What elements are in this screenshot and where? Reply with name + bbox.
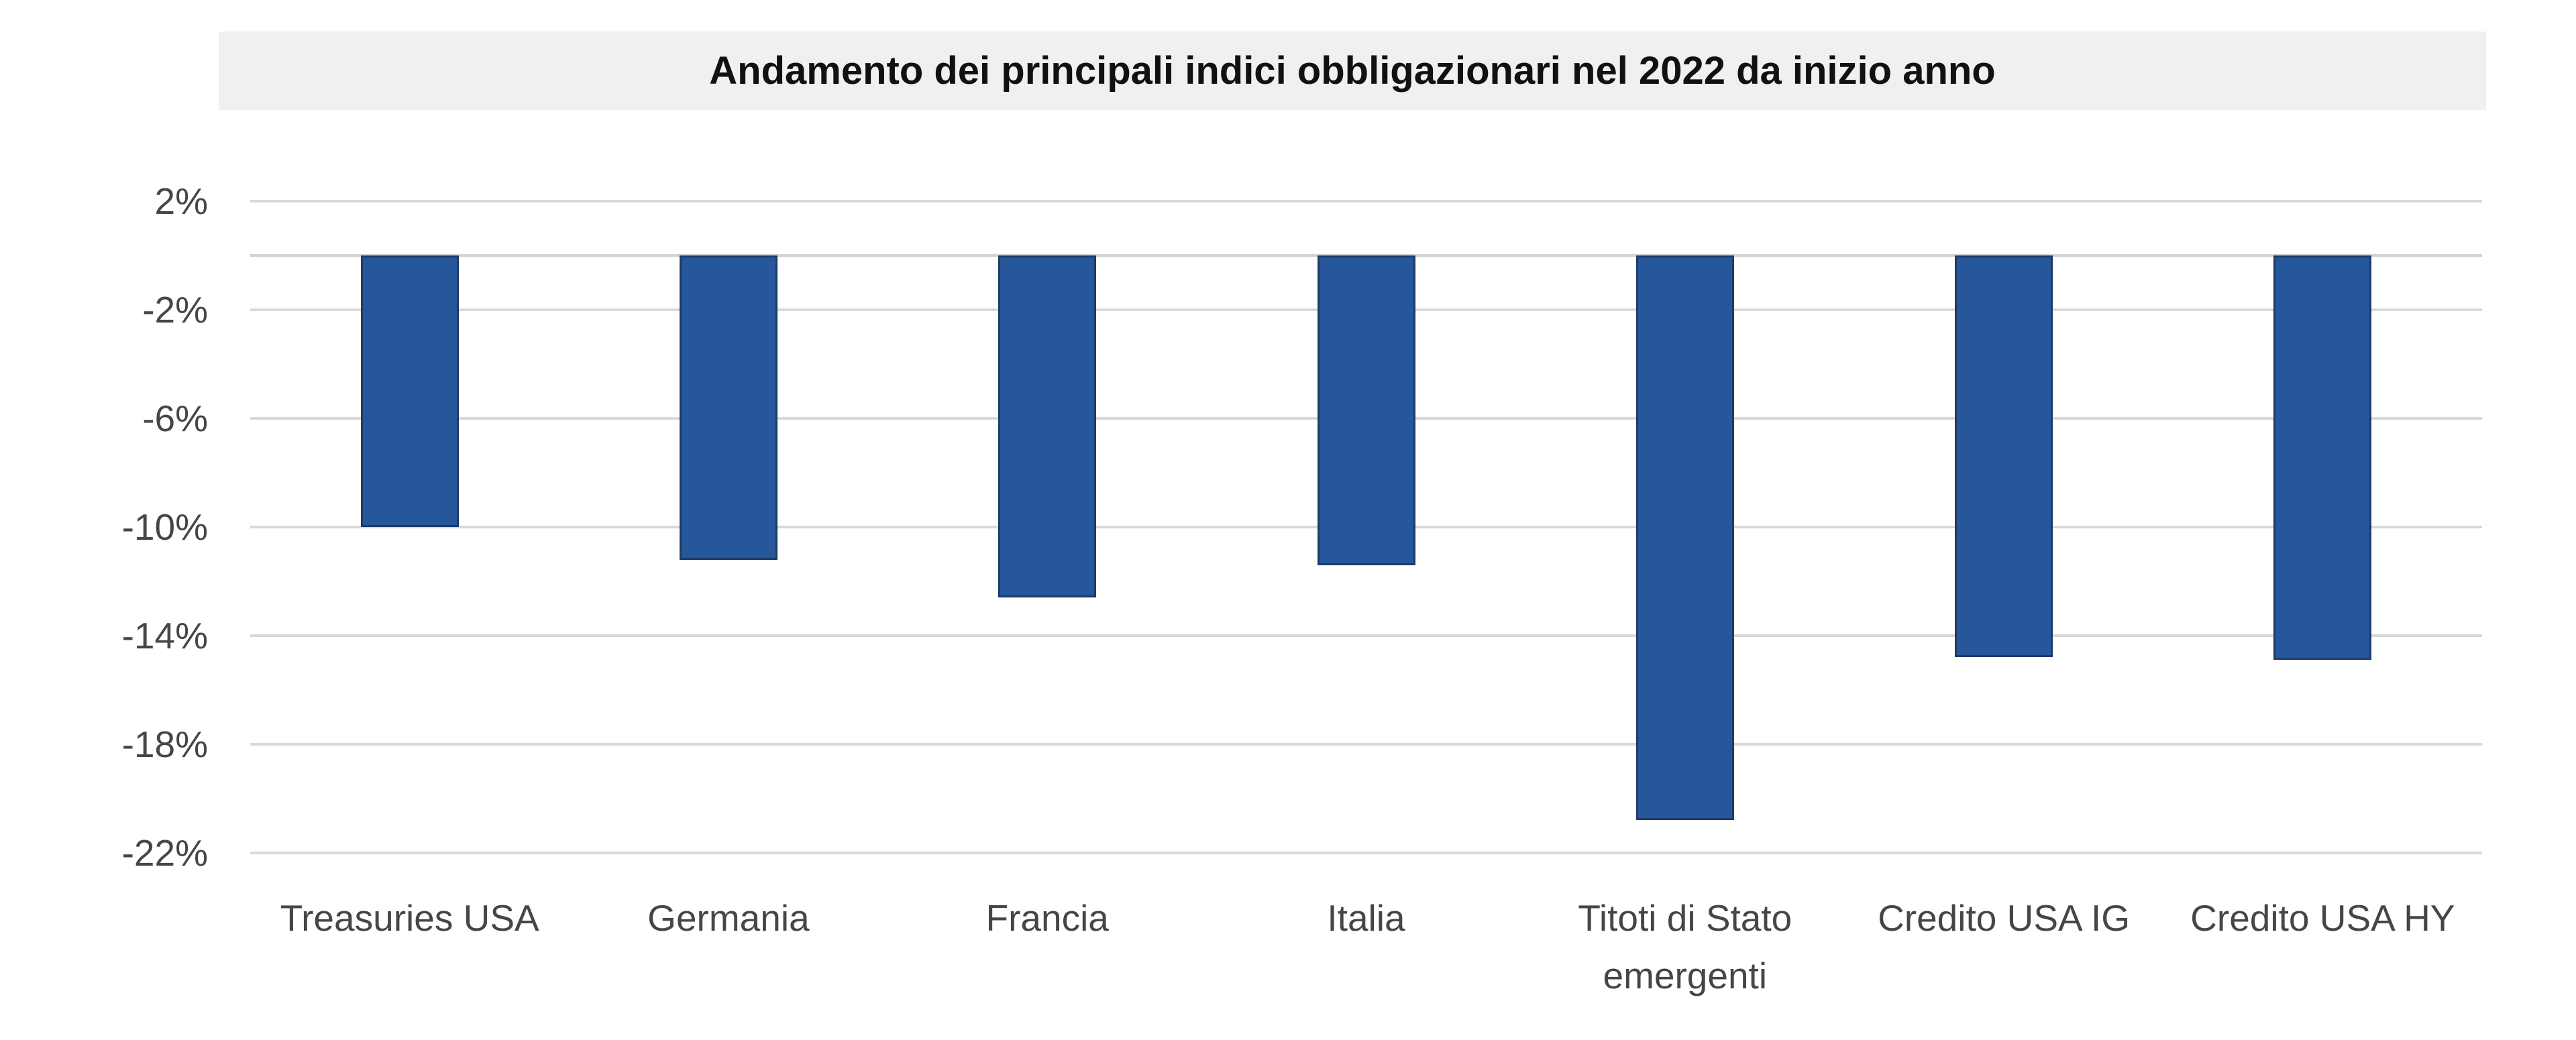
x-category-label: Germania <box>647 897 810 939</box>
gridline <box>250 852 2482 854</box>
bar <box>360 255 459 527</box>
bar <box>1955 255 2053 658</box>
bar <box>1635 255 1734 821</box>
y-tick-label: -22% <box>121 832 208 874</box>
chart-title: Andamento dei principali indici obbligaz… <box>709 49 1996 93</box>
y-tick-label: -14% <box>121 615 208 656</box>
y-tick-label: -10% <box>121 506 208 548</box>
bar <box>1317 255 1415 565</box>
x-category-label: Credito USA HY <box>2190 897 2455 939</box>
y-tick-label: -2% <box>142 289 208 331</box>
bar <box>998 255 1097 598</box>
y-tick-label: 2% <box>154 180 209 222</box>
gridline <box>250 743 2482 746</box>
gridline <box>250 200 2482 203</box>
bar <box>679 255 777 560</box>
x-category-label: Titoti di Stato emergenti <box>1578 897 1792 996</box>
chart-title-bar: Andamento dei principali indici obbligaz… <box>219 32 2486 110</box>
y-tick-label: -6% <box>142 398 208 439</box>
x-category-label: Treasuries USA <box>280 897 539 939</box>
x-category-label: Credito USA IG <box>1878 897 2131 939</box>
gridline <box>250 634 2482 637</box>
y-tick-label: -18% <box>121 724 208 765</box>
bar <box>2273 255 2372 660</box>
x-category-label: Italia <box>1327 897 1405 939</box>
x-category-label: Francia <box>985 897 1109 939</box>
